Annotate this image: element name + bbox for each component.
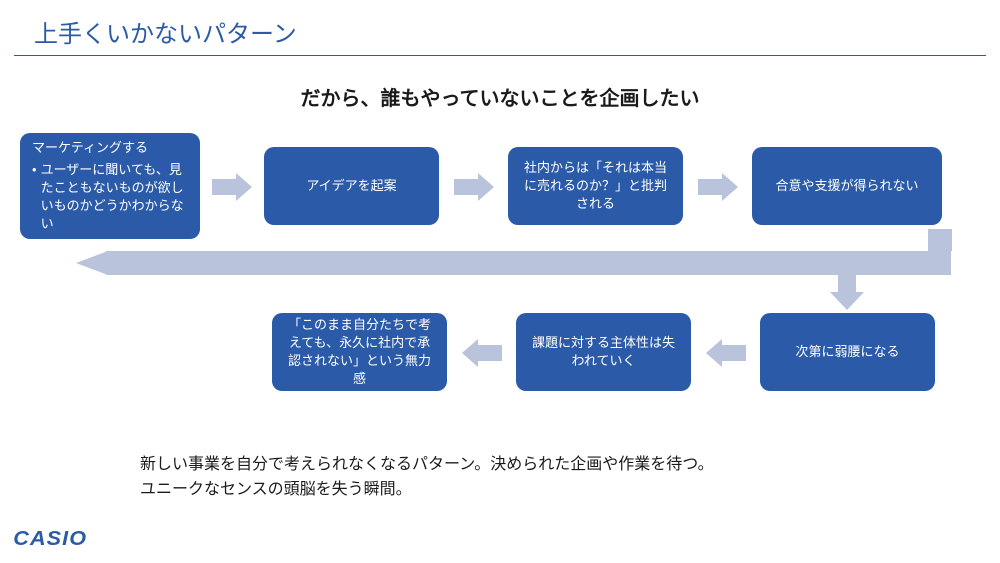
flow-box-7-text: 「このまま自分たちで考えても、永久に社内で承認されない」という無力感 bbox=[284, 316, 435, 389]
slide-subtitle: だから、誰もやっていないことを企画したい bbox=[0, 82, 1000, 111]
flow-box-5: 次第に弱腰になる bbox=[760, 313, 935, 391]
return-bar bbox=[106, 251, 951, 275]
bottom-caption-line2: ユニークなセンスの頭脳を失う瞬間。 bbox=[140, 477, 714, 503]
arrow-right-icon bbox=[212, 173, 252, 201]
bullet-dot-icon: • bbox=[32, 161, 37, 234]
flow-box-1-heading: マーケティングする bbox=[32, 139, 188, 157]
flow-box-7: 「このまま自分たちで考えても、永久に社内で承認されない」という無力感 bbox=[272, 313, 447, 391]
arrow-down-icon bbox=[922, 229, 958, 257]
casio-logo: CASIO bbox=[13, 528, 87, 551]
flow-box-4-text: 合意や支援が得られない bbox=[764, 177, 930, 195]
flow-box-1: マーケティングする • ユーザーに聞いても、見たこともないものが欲しいものかどう… bbox=[20, 133, 200, 239]
arrow-right-icon bbox=[454, 173, 494, 201]
bottom-caption: 新しい事業を自分で考えられなくなるパターン。決められた企画や作業を待つ。 ユニー… bbox=[140, 452, 714, 503]
flow-box-2-text: アイデアを起案 bbox=[276, 177, 427, 195]
arrow-left-icon bbox=[706, 339, 746, 367]
flow-box-1-bullet-text: ユーザーに聞いても、見たこともないものが欲しいものかどうかわからない bbox=[41, 161, 188, 234]
slide-title: 上手くいかないパターン bbox=[14, 0, 986, 56]
flow-diagram: マーケティングする • ユーザーに聞いても、見たこともないものが欲しいものかどう… bbox=[20, 133, 980, 413]
arrow-right-icon bbox=[698, 173, 738, 201]
flow-box-5-text: 次第に弱腰になる bbox=[772, 343, 923, 361]
bottom-caption-line1: 新しい事業を自分で考えられなくなるパターン。決められた企画や作業を待つ。 bbox=[140, 452, 714, 478]
flow-box-3-text: 社内からは「それは本当に売れるのか？」と批判される bbox=[520, 159, 671, 214]
flow-box-4: 合意や支援が得られない bbox=[752, 147, 942, 225]
flow-box-6-text: 課題に対する主体性は失われていく bbox=[528, 334, 679, 370]
arrow-left-icon bbox=[76, 245, 108, 281]
flow-box-2: アイデアを起案 bbox=[264, 147, 439, 225]
flow-box-3: 社内からは「それは本当に売れるのか？」と批判される bbox=[508, 147, 683, 225]
arrow-left-icon bbox=[462, 339, 502, 367]
arrow-down-icon bbox=[830, 272, 864, 310]
flow-box-6: 課題に対する主体性は失われていく bbox=[516, 313, 691, 391]
flow-box-1-bullet: • ユーザーに聞いても、見たこともないものが欲しいものかどうかわからない bbox=[32, 161, 188, 234]
